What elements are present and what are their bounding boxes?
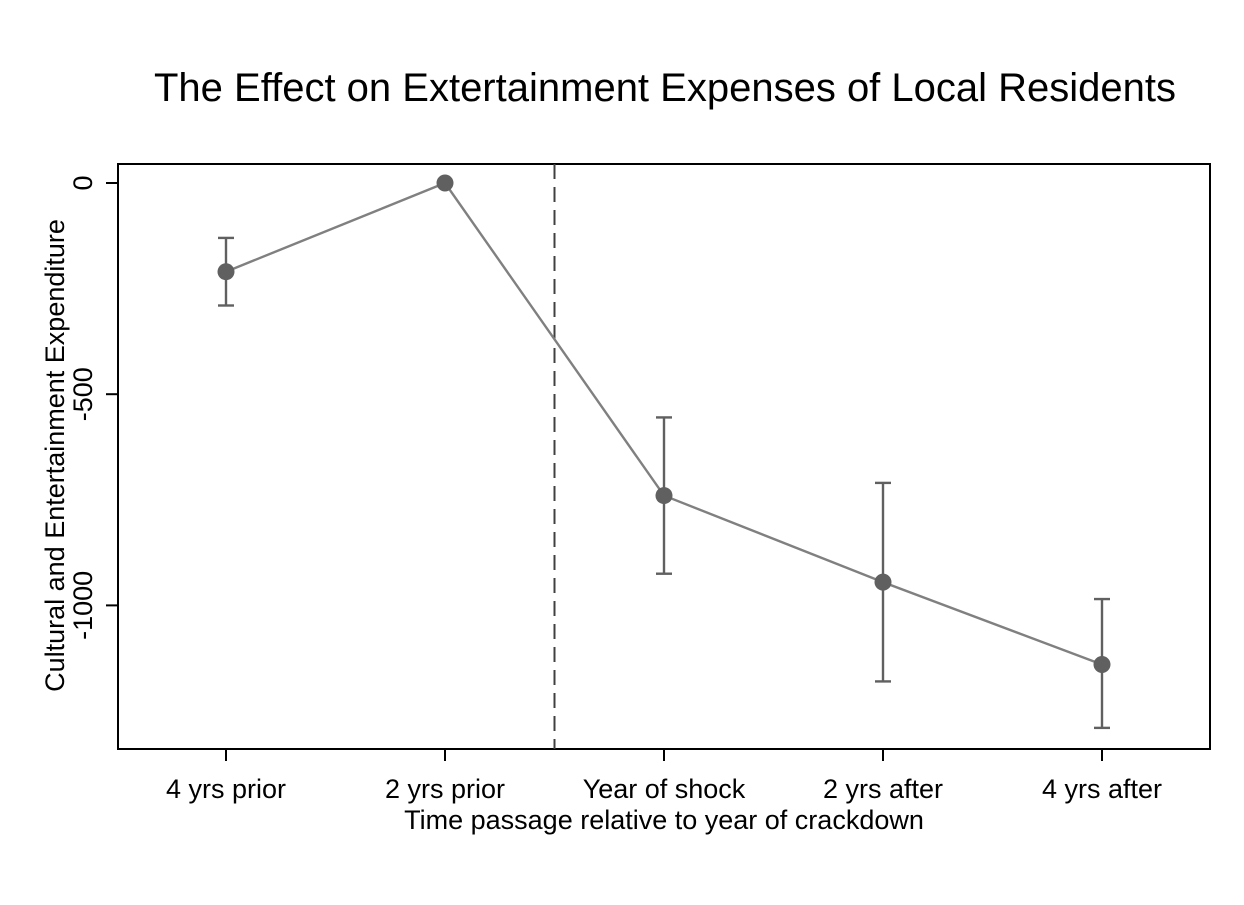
data-point — [217, 263, 235, 281]
x-tick-label: Year of shock — [583, 774, 746, 804]
data-point — [1093, 656, 1111, 674]
x-tick-label: 4 yrs prior — [166, 774, 286, 804]
x-axis: 4 yrs prior 2 yrs prior Year of shock 2 yrs… — [166, 749, 1162, 804]
y-axis-title: Cultural and Entertainment Expenditure — [40, 219, 70, 692]
y-tick-label: -1000 — [68, 571, 98, 640]
data-point — [655, 487, 673, 505]
data-point — [436, 174, 454, 192]
markers — [217, 174, 1111, 674]
x-axis-title: Time passage relative to year of crackdo… — [404, 805, 924, 835]
data-point — [874, 573, 892, 591]
error-bars — [218, 236, 1110, 730]
y-axis: 0 -500 -1000 — [68, 175, 118, 640]
chart-title: The Effect on Extertainment Expenses of … — [153, 66, 1177, 110]
y-tick-label: -500 — [68, 367, 98, 421]
y-tick-label: 0 — [68, 175, 98, 190]
x-tick-label: 2 yrs after — [823, 774, 943, 804]
x-tick-label: 2 yrs prior — [385, 774, 505, 804]
x-tick-label: 4 yrs after — [1042, 774, 1162, 804]
